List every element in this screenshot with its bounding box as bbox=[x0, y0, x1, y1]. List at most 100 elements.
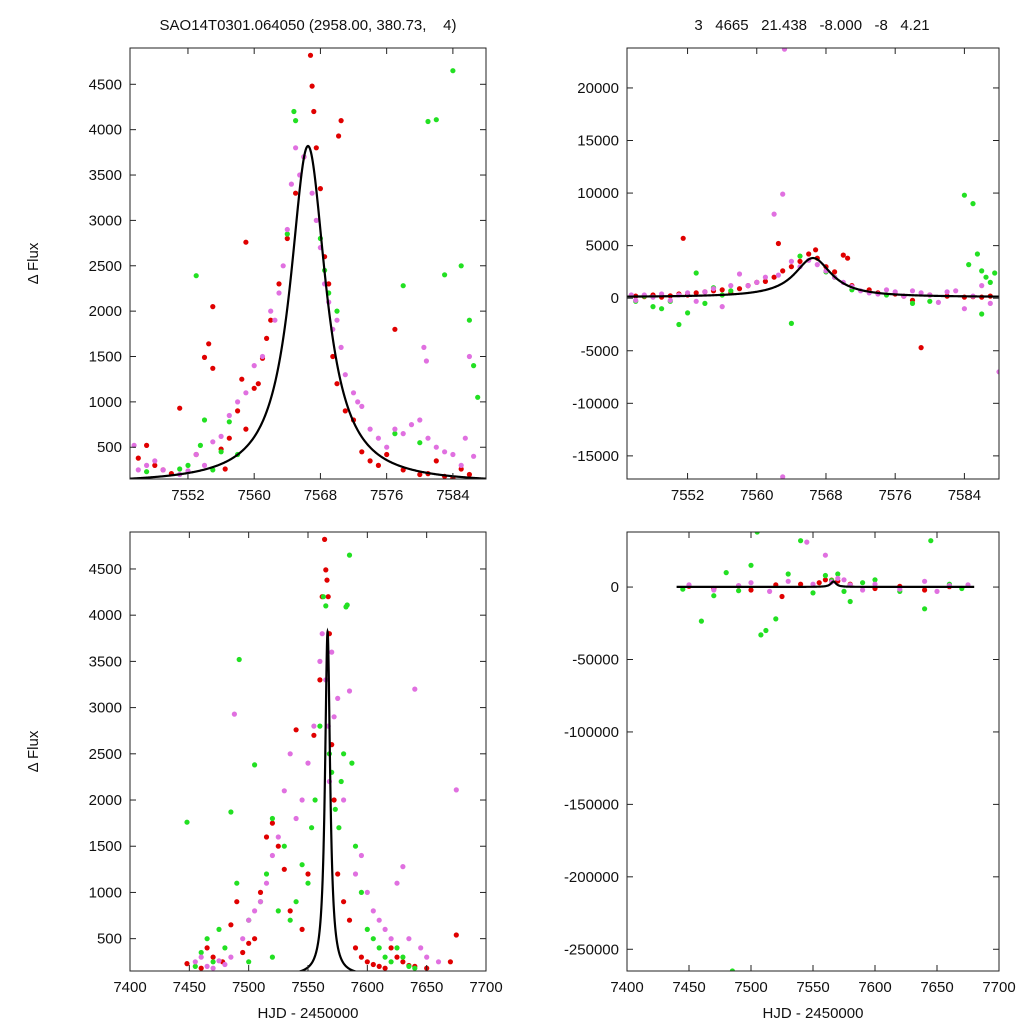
point-violet bbox=[412, 686, 418, 692]
point-violet bbox=[408, 422, 415, 428]
point-green bbox=[685, 310, 691, 316]
point-red bbox=[346, 917, 353, 923]
point-violet bbox=[218, 433, 224, 439]
point-violet bbox=[841, 577, 847, 583]
point-violet bbox=[736, 271, 743, 277]
points-bottom-left bbox=[184, 536, 459, 971]
point-green bbox=[344, 602, 350, 608]
point-violet bbox=[961, 306, 968, 312]
y-tick-label: 0 bbox=[611, 290, 619, 307]
x-tick-label: 7568 bbox=[304, 487, 337, 504]
point-red bbox=[832, 269, 838, 275]
x-axis-label: HJD - 2450000 bbox=[763, 1005, 864, 1022]
point-green bbox=[236, 656, 242, 663]
point-red bbox=[322, 536, 328, 543]
point-green bbox=[702, 300, 708, 306]
point-green bbox=[729, 968, 735, 971]
point-red bbox=[311, 108, 317, 115]
point-red bbox=[375, 462, 381, 468]
point-green bbox=[338, 778, 344, 785]
x-tick-label: 7550 bbox=[796, 979, 829, 996]
point-green bbox=[291, 108, 297, 115]
y-tick-label: 1000 bbox=[89, 884, 122, 901]
point-violet bbox=[814, 262, 820, 268]
point-red bbox=[336, 133, 342, 139]
point-green bbox=[979, 311, 985, 317]
point-violet bbox=[192, 959, 198, 965]
x-tick-label: 7560 bbox=[740, 487, 773, 504]
point-red bbox=[331, 797, 337, 803]
point-green bbox=[210, 959, 216, 965]
point-violet bbox=[883, 287, 890, 293]
point-green bbox=[228, 809, 234, 815]
point-green bbox=[305, 880, 311, 886]
point-red bbox=[736, 286, 743, 292]
point-green bbox=[736, 588, 742, 594]
point-violet bbox=[309, 190, 315, 196]
point-violet bbox=[835, 575, 841, 582]
point-violet bbox=[711, 587, 717, 593]
point-green bbox=[841, 588, 847, 595]
point-red bbox=[284, 235, 290, 242]
point-green bbox=[835, 571, 841, 577]
point-green bbox=[711, 593, 717, 599]
point-violet bbox=[293, 815, 299, 822]
point-green bbox=[323, 603, 329, 609]
point-red bbox=[806, 251, 812, 257]
point-violet bbox=[281, 788, 287, 794]
point-violet bbox=[418, 945, 424, 951]
point-red bbox=[370, 961, 376, 968]
point-green bbox=[909, 300, 916, 306]
point-violet bbox=[275, 834, 281, 840]
point-violet bbox=[311, 723, 317, 729]
point-green bbox=[370, 936, 376, 942]
point-violet bbox=[406, 936, 412, 942]
x-tick-label: 7552 bbox=[171, 487, 204, 504]
point-red bbox=[840, 252, 846, 258]
point-green bbox=[798, 538, 804, 544]
point-violet bbox=[293, 145, 299, 151]
point-violet bbox=[299, 797, 305, 803]
point-green bbox=[458, 263, 464, 269]
model-curve bbox=[627, 256, 999, 298]
point-green bbox=[275, 908, 281, 914]
point-green bbox=[234, 880, 240, 886]
point-red bbox=[210, 954, 216, 960]
point-red bbox=[317, 677, 323, 683]
point-violet bbox=[909, 288, 916, 294]
point-violet bbox=[944, 289, 950, 295]
y-tick-label: -150000 bbox=[564, 796, 619, 813]
point-red bbox=[326, 281, 332, 287]
y-tick-label: 5000 bbox=[586, 238, 619, 255]
y-tick-label: 1500 bbox=[89, 838, 122, 855]
point-green bbox=[728, 288, 734, 294]
point-green bbox=[320, 594, 326, 600]
y-tick-label: 1500 bbox=[89, 349, 122, 366]
point-violet bbox=[953, 288, 959, 294]
point-green bbox=[341, 751, 347, 757]
point-green bbox=[400, 954, 406, 960]
point-green bbox=[922, 606, 928, 612]
point-red bbox=[234, 899, 240, 905]
point-violet bbox=[246, 917, 252, 923]
point-red bbox=[246, 940, 252, 946]
point-violet bbox=[462, 435, 468, 441]
point-violet bbox=[788, 258, 795, 264]
point-red bbox=[358, 954, 364, 960]
point-violet bbox=[780, 191, 786, 197]
point-green bbox=[144, 469, 150, 475]
point-green bbox=[412, 965, 418, 971]
x-tick-label: 7568 bbox=[809, 487, 842, 504]
point-red bbox=[748, 587, 754, 593]
point-red bbox=[323, 567, 329, 573]
point-green bbox=[754, 532, 760, 535]
point-red bbox=[269, 820, 275, 826]
panel-top-right: 7552 7560 7568 7576 7584 -15000 -10000 -5000 0 50… bbox=[572, 47, 1000, 504]
right-title: 3 4665 21.438 -8.000 -8 4.21 bbox=[694, 17, 929, 34]
point-green bbox=[400, 283, 406, 289]
point-red bbox=[206, 341, 212, 347]
point-green bbox=[352, 843, 359, 849]
point-red bbox=[788, 264, 795, 270]
point-violet bbox=[268, 308, 274, 314]
point-green bbox=[358, 889, 364, 896]
